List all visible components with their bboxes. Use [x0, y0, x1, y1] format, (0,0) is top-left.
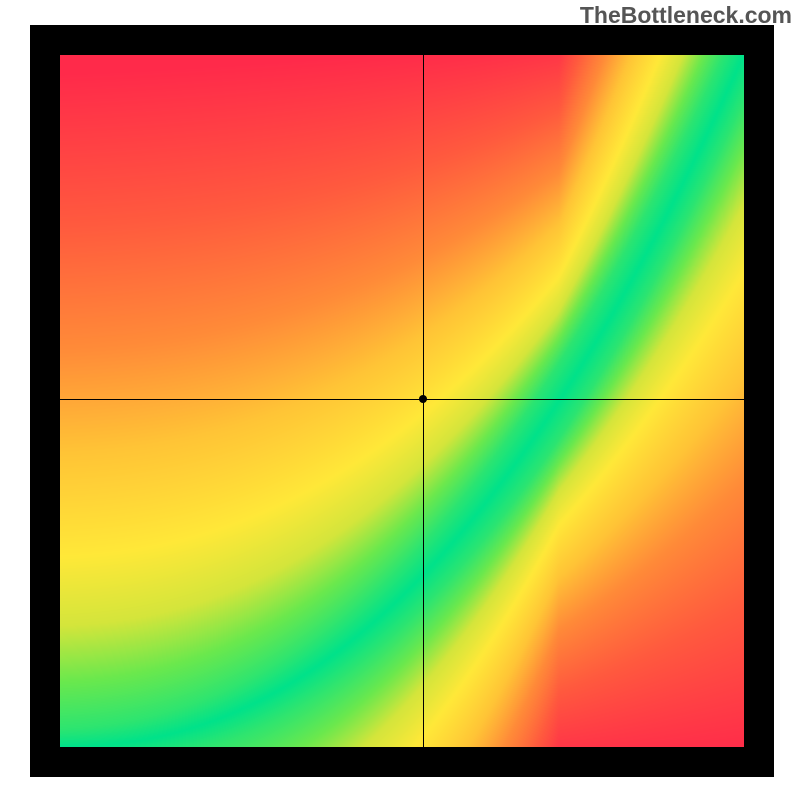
heatmap-canvas: [60, 55, 744, 747]
plot-frame: [30, 25, 774, 777]
crosshair-horizontal: [60, 399, 744, 400]
chart-container: TheBottleneck.com: [0, 0, 800, 800]
marker-point: [419, 395, 427, 403]
watermark-text: TheBottleneck.com: [580, 2, 792, 29]
